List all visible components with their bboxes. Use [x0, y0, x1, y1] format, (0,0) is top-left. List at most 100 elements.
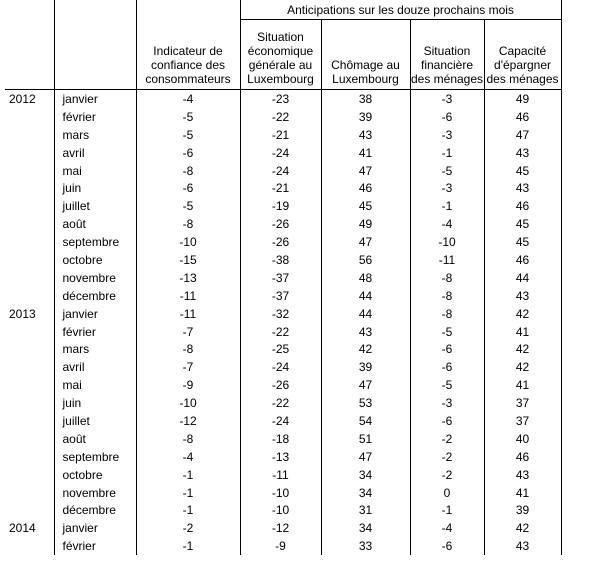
financial-cell: -8 — [409, 304, 484, 323]
confidence-cell: -1 — [135, 501, 240, 520]
economy-cell: -37 — [239, 268, 321, 287]
month-cell: février — [53, 322, 136, 341]
confidence-cell: -8 — [135, 215, 240, 234]
table-row: février -5 -22 39 -6 46 — [5, 107, 562, 126]
economy-cell: -22 — [239, 394, 321, 413]
confidence-cell: -4 — [135, 447, 240, 466]
unemployment-cell: 43 — [320, 125, 410, 144]
month-cell: novembre — [53, 268, 136, 287]
savings-cell: 45 — [483, 233, 562, 252]
confidence-cell: -11 — [135, 304, 240, 323]
savings-cell: 45 — [483, 161, 562, 180]
month-cell: juin — [53, 394, 136, 413]
financial-cell: -3 — [409, 179, 484, 198]
table-row: juin -6 -21 46 -3 43 — [5, 179, 562, 198]
year-cell — [5, 430, 54, 448]
savings-cell: 42 — [483, 304, 562, 323]
table-row: septembre -10 -26 47 -10 45 — [5, 233, 562, 252]
confidence-cell: -5 — [135, 197, 240, 216]
economy-cell: -24 — [239, 143, 321, 162]
savings-cell: 42 — [483, 340, 562, 359]
savings-cell: 49 — [483, 89, 562, 108]
year-cell — [5, 215, 54, 233]
unemployment-cell: 45 — [320, 197, 410, 216]
year-cell — [5, 233, 54, 251]
economy-cell: -32 — [239, 304, 321, 323]
month-cell: décembre — [53, 501, 136, 520]
table-row: septembre -4 -13 47 -2 46 — [5, 447, 562, 466]
financial-cell: -11 — [409, 251, 484, 269]
savings-cell: 43 — [483, 179, 562, 198]
economy-cell: -26 — [239, 233, 321, 252]
financial-cell: -2 — [409, 429, 484, 448]
unemployment-cell: 39 — [320, 107, 410, 126]
savings-cell: 37 — [483, 394, 562, 413]
table-row: novembre -13 -37 48 -8 44 — [5, 268, 562, 287]
unemployment-cell: 39 — [320, 358, 410, 377]
month-cell: octobre — [53, 251, 136, 269]
year-cell — [5, 323, 54, 341]
unemployment-cell: 41 — [320, 143, 410, 162]
unemployment-cell: 31 — [320, 501, 410, 520]
corner-year-cell — [5, 0, 54, 20]
confidence-cell: -10 — [135, 233, 240, 252]
table-row: mars -8 -25 42 -6 42 — [5, 340, 562, 359]
confidence-cell: -5 — [135, 107, 240, 126]
year-cell — [5, 251, 54, 269]
financial-cell: -5 — [409, 322, 484, 341]
financial-cell: -2 — [409, 447, 484, 466]
savings-cell: 45 — [483, 215, 562, 234]
financial-cell: -6 — [409, 537, 484, 556]
economy-cell: -21 — [239, 125, 321, 144]
table-row: décembre -11 -37 44 -8 43 — [5, 286, 562, 305]
financial-cell: -3 — [409, 125, 484, 144]
savings-cell: 46 — [483, 251, 562, 269]
economy-cell: -22 — [239, 107, 321, 126]
confidence-cell: -15 — [135, 251, 240, 269]
year-column-header — [5, 19, 54, 90]
savings-cell: 43 — [483, 286, 562, 305]
table-row: mai -8 -24 47 -5 45 — [5, 161, 562, 180]
confidence-cell: -5 — [135, 125, 240, 144]
unemployment-cell: 56 — [320, 251, 410, 269]
confidence-cell: -10 — [135, 394, 240, 413]
month-cell: octobre — [53, 465, 136, 484]
year-cell — [5, 197, 54, 215]
confidence-cell: -1 — [135, 465, 240, 484]
month-cell: janvier — [53, 519, 136, 538]
year-cell — [5, 144, 54, 162]
table-row: 2013 janvier -11 -32 44 -8 42 — [5, 304, 562, 323]
month-cell: mars — [53, 340, 136, 359]
year-cell — [5, 269, 54, 287]
confidence-cell: -1 — [135, 537, 240, 556]
confidence-cell: -2 — [135, 519, 240, 538]
table-row: avril -6 -24 41 -1 43 — [5, 143, 562, 162]
economy-cell: -24 — [239, 412, 321, 430]
economy-cell: -11 — [239, 465, 321, 484]
confidence-cell: -7 — [135, 322, 240, 341]
month-cell: avril — [53, 143, 136, 162]
economy-cell: -21 — [239, 179, 321, 198]
month-cell: août — [53, 429, 136, 448]
confidence-cell: -8 — [135, 429, 240, 448]
financial-cell: -6 — [409, 340, 484, 359]
economy-cell: -19 — [239, 197, 321, 216]
table-row: juillet -5 -19 45 -1 46 — [5, 197, 562, 216]
savings-cell: 43 — [483, 143, 562, 162]
economy-cell: -38 — [239, 251, 321, 269]
economy-cell: -26 — [239, 376, 321, 395]
year-cell — [5, 162, 54, 180]
year-cell: 2012 — [9, 91, 36, 106]
month-cell: août — [53, 215, 136, 234]
economy-cell: -26 — [239, 215, 321, 234]
table-row: novembre -1 -10 34 0 41 — [5, 483, 562, 502]
financial-cell: -3 — [409, 89, 484, 108]
unemployment-cell: 46 — [320, 179, 410, 198]
month-cell: mai — [53, 376, 136, 395]
economy-cell: -24 — [239, 358, 321, 377]
unemployment-cell: 43 — [320, 322, 410, 341]
financial-column-header: Situation financière des ménages — [409, 19, 484, 90]
unemployment-cell: 54 — [320, 412, 410, 430]
year-cell — [5, 501, 54, 519]
economy-cell: -22 — [239, 322, 321, 341]
